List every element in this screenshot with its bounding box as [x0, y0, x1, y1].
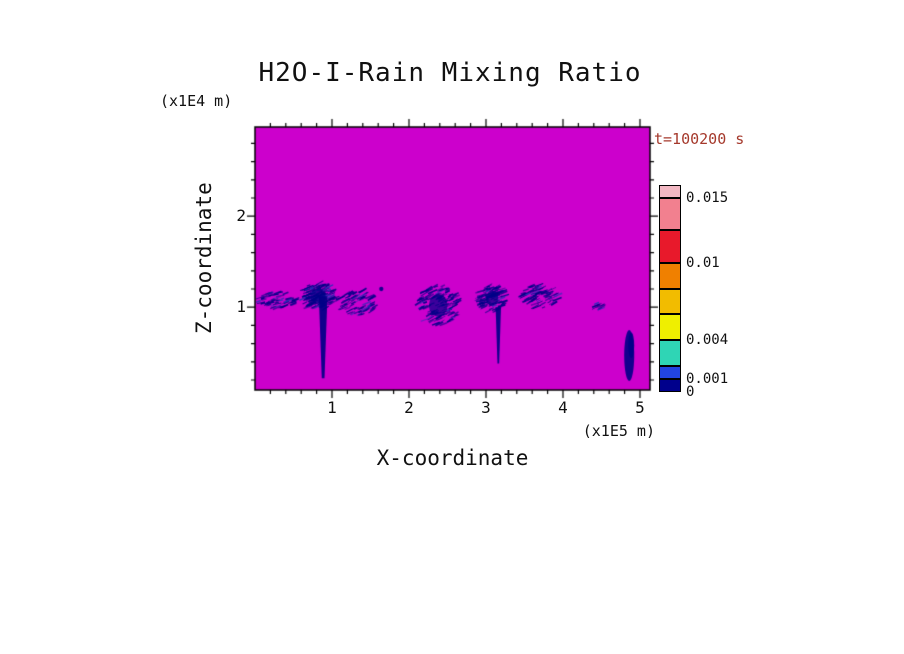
x-tick-label: 4 [558, 398, 568, 417]
colorbar-segment [659, 340, 681, 367]
colorbar-segment [659, 366, 681, 380]
page-title: H2O-I-Rain Mixing Ratio [258, 58, 642, 88]
y-axis-unit-label: (x1E4 m) [160, 92, 233, 110]
time-label: t=100200 s [654, 130, 745, 148]
colorbar-segment [659, 379, 681, 392]
colorbar-segment [659, 197, 681, 231]
y-axis-title: Z-coordinate [192, 182, 216, 335]
x-axis-unit-label: (x1E5 m) [582, 422, 655, 440]
colorbar-tick-label: 0.001 [686, 371, 729, 388]
colorbar-segment [659, 230, 681, 263]
colorbar-segment [659, 262, 681, 289]
colorbar-segment [659, 288, 681, 315]
colorbar-tick-label: 0 [686, 384, 695, 400]
x-tick-label: 1 [327, 398, 337, 417]
colorbar [659, 185, 681, 392]
plot-canvas [245, 117, 665, 400]
x-tick-label: 5 [635, 398, 645, 417]
colorbar-tick-label: 0.01 [686, 254, 720, 271]
x-tick-label: 3 [481, 398, 491, 417]
colorbar-segment [659, 314, 681, 341]
colorbar-segment [659, 185, 681, 198]
x-axis-title: X-coordinate [376, 446, 529, 470]
z-tick-label: 2 [236, 206, 246, 226]
colorbar-tick-label: 0.015 [686, 189, 729, 206]
z-tick-label: 1 [236, 297, 246, 317]
colorbar-tick-label: 0.004 [686, 332, 729, 349]
x-tick-label: 2 [404, 398, 414, 417]
